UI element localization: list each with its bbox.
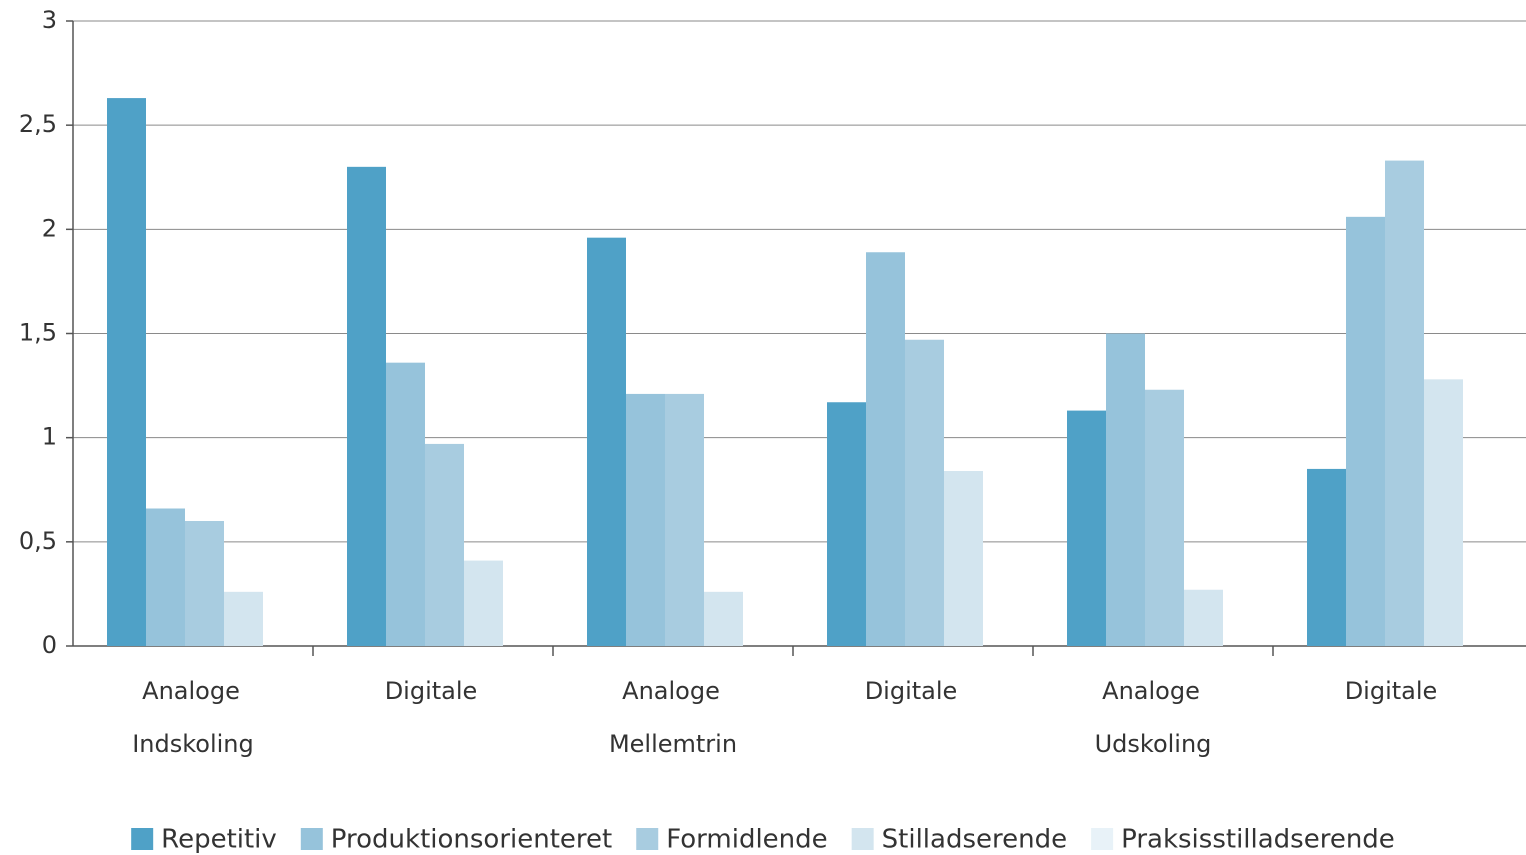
y-tick-label: 2 <box>42 214 57 242</box>
y-tick-label: 2,5 <box>19 110 57 138</box>
y-tick-label: 0 <box>42 631 57 659</box>
bar <box>704 591 743 646</box>
bar <box>1424 379 1463 646</box>
bar <box>1385 160 1424 647</box>
legend-swatch <box>851 828 874 850</box>
legend-label: Stilladserende <box>882 825 1067 855</box>
bar <box>386 362 425 646</box>
group-label: Indskoling <box>132 730 254 758</box>
bar <box>1067 410 1106 646</box>
bar <box>1184 589 1223 646</box>
bar <box>944 471 983 646</box>
legend-swatch <box>636 828 659 850</box>
bar <box>1106 333 1145 646</box>
bar <box>665 393 704 646</box>
y-tick-label: 1 <box>42 423 57 451</box>
legend-swatch <box>300 828 323 850</box>
y-tick-label: 0,5 <box>19 527 57 555</box>
legend-label: Produktionsorienteret <box>331 825 612 855</box>
bar <box>347 166 386 647</box>
bar <box>185 521 224 646</box>
bar <box>905 339 944 646</box>
x-tick-label: Analoge <box>142 677 240 705</box>
legend-swatch <box>131 828 154 850</box>
bar <box>1346 216 1385 647</box>
x-tick-label: Analoge <box>1102 677 1200 705</box>
legend-label: Praksisstilladserende <box>1121 825 1395 855</box>
y-tick-label: 3 <box>42 6 57 34</box>
bar <box>425 443 464 646</box>
group-label: Mellemtrin <box>609 730 737 758</box>
bar <box>107 98 146 647</box>
x-tick-label: Analoge <box>622 677 720 705</box>
x-tick-label: Digitale <box>1345 677 1438 705</box>
x-tick-label: Digitale <box>865 677 958 705</box>
bar <box>587 237 626 646</box>
bar <box>626 393 665 646</box>
y-tick-label: 1,5 <box>19 319 57 347</box>
legend-label: Repetitiv <box>161 825 277 855</box>
bar <box>1307 468 1346 646</box>
group-label: Udskoling <box>1095 730 1212 758</box>
legend-swatch <box>1091 828 1114 850</box>
bar <box>464 560 503 646</box>
legend-label: Formidlende <box>666 825 827 855</box>
x-tick-label: Digitale <box>385 677 478 705</box>
bar <box>866 252 905 646</box>
bar <box>827 402 866 646</box>
bar <box>224 591 263 646</box>
bar <box>146 508 185 646</box>
bar <box>1145 389 1184 646</box>
